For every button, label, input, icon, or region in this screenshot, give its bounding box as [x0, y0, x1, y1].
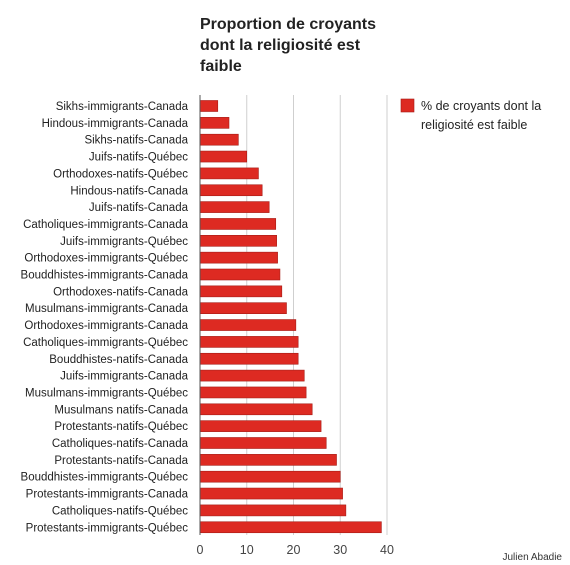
category-label: Bouddhistes-immigrants-Canada: [21, 270, 189, 282]
bar: [199, 117, 230, 129]
bar: [199, 386, 307, 399]
bar: [199, 454, 337, 466]
chart-title-line: faible: [200, 58, 242, 75]
x-tick-label: 40: [380, 543, 394, 557]
bar: [199, 336, 299, 348]
bar: [199, 504, 347, 517]
category-label: Orthodoxes-natifs-Canada: [53, 286, 188, 298]
chart-title: Proportion de croyants dont la religiosit…: [200, 16, 376, 75]
category-label: Protestants-immigrants-Canada: [26, 489, 189, 501]
bar: [199, 420, 322, 432]
category-label: Catholiques-natifs-Québec: [52, 505, 188, 517]
category-label: Orthodoxes-immigrants-Québec: [24, 253, 188, 265]
category-label: Catholiques-immigrants-Québec: [23, 337, 188, 349]
bar: [199, 201, 270, 213]
bar: [199, 268, 281, 281]
bar: [199, 235, 277, 247]
bar: [199, 403, 313, 416]
category-label: Orthodoxes-natifs-Québec: [53, 168, 188, 180]
category-label: Bouddhistes-immigrants-Québec: [21, 472, 189, 484]
x-tick-label: 0: [197, 543, 204, 557]
legend: % de croyants dont la religiosité est fai…: [400, 98, 541, 132]
category-label: Sikhs-natifs-Canada: [84, 135, 188, 147]
legend-swatch: [400, 98, 415, 113]
legend-label: % de croyants dont la religiosité est fai…: [421, 99, 541, 132]
bar: [199, 218, 277, 230]
bar: [199, 369, 305, 382]
category-label: Musulmans-immigrants-Québec: [25, 387, 188, 399]
bar: [199, 319, 297, 331]
category-label: Juifs-immigrants-Québec: [60, 236, 188, 248]
category-label: Catholiques-natifs-Canada: [52, 438, 189, 450]
x-tick-labels: 0 10 20 30 40: [197, 543, 394, 557]
bar: [199, 302, 287, 315]
x-tick-label: 20: [287, 543, 301, 557]
bar: [199, 352, 299, 365]
category-label: Juifs-natifs-Canada: [89, 202, 189, 214]
category-label: Juifs-natifs-Québec: [89, 152, 188, 164]
credit-text: Julien Abadie: [503, 552, 563, 563]
category-label: Bouddhistes-natifs-Canada: [49, 354, 188, 366]
bar: [199, 521, 382, 534]
category-label: Juifs-immigrants-Canada: [60, 371, 188, 383]
bar: [199, 133, 239, 146]
category-label: Protestants-natifs-Canada: [54, 455, 188, 467]
category-label: Protestants-immigrants-Québec: [26, 522, 189, 534]
bar: [199, 167, 259, 180]
bar: [199, 437, 327, 449]
bar: [199, 100, 219, 112]
bars: [199, 100, 382, 534]
category-label: Musulmans-immigrants-Canada: [25, 303, 189, 315]
category-label: Protestants-natifs-Québec: [54, 421, 188, 433]
bar: [199, 150, 248, 163]
category-labels: Sikhs-immigrants-Canada Hindous-immigrant…: [21, 101, 189, 534]
bar: [199, 470, 341, 483]
category-label: Hindous-natifs-Canada: [70, 185, 188, 197]
bar: [199, 184, 263, 197]
x-tick-label: 30: [333, 543, 347, 557]
gridlines: [246, 95, 388, 535]
bar: [199, 251, 278, 264]
category-label: Hindous-immigrants-Canada: [42, 118, 189, 130]
x-tick-label: 10: [240, 543, 254, 557]
category-label: Sikhs-immigrants-Canada: [56, 101, 189, 113]
chart-title-line: dont la religiosité est: [200, 37, 361, 54]
category-label: Catholiques-immigrants-Canada: [23, 219, 189, 231]
bar: [199, 285, 283, 298]
category-label: Orthodoxes-immigrants-Canada: [24, 320, 188, 332]
chart-title-line: Proportion de croyants: [200, 16, 376, 33]
category-label: Musulmans natifs-Canada: [54, 404, 188, 416]
bar: [199, 487, 343, 500]
